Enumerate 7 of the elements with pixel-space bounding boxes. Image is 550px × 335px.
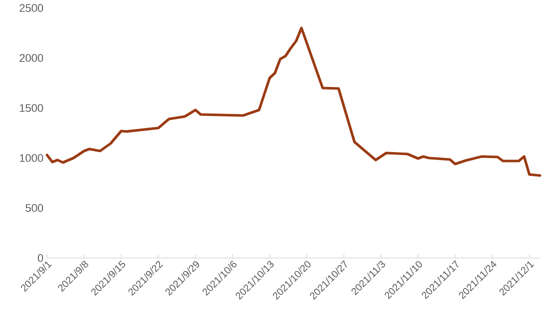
line-series	[46, 26, 542, 177]
y-tick-label: 1500	[20, 104, 44, 112]
y-tick-label: 2500	[20, 4, 44, 12]
y-tick-label: 2000	[20, 54, 44, 62]
y-tick-label: 1000	[20, 154, 44, 162]
y-tick-label: 500	[26, 204, 44, 212]
y-tick-label: 0	[38, 254, 44, 262]
